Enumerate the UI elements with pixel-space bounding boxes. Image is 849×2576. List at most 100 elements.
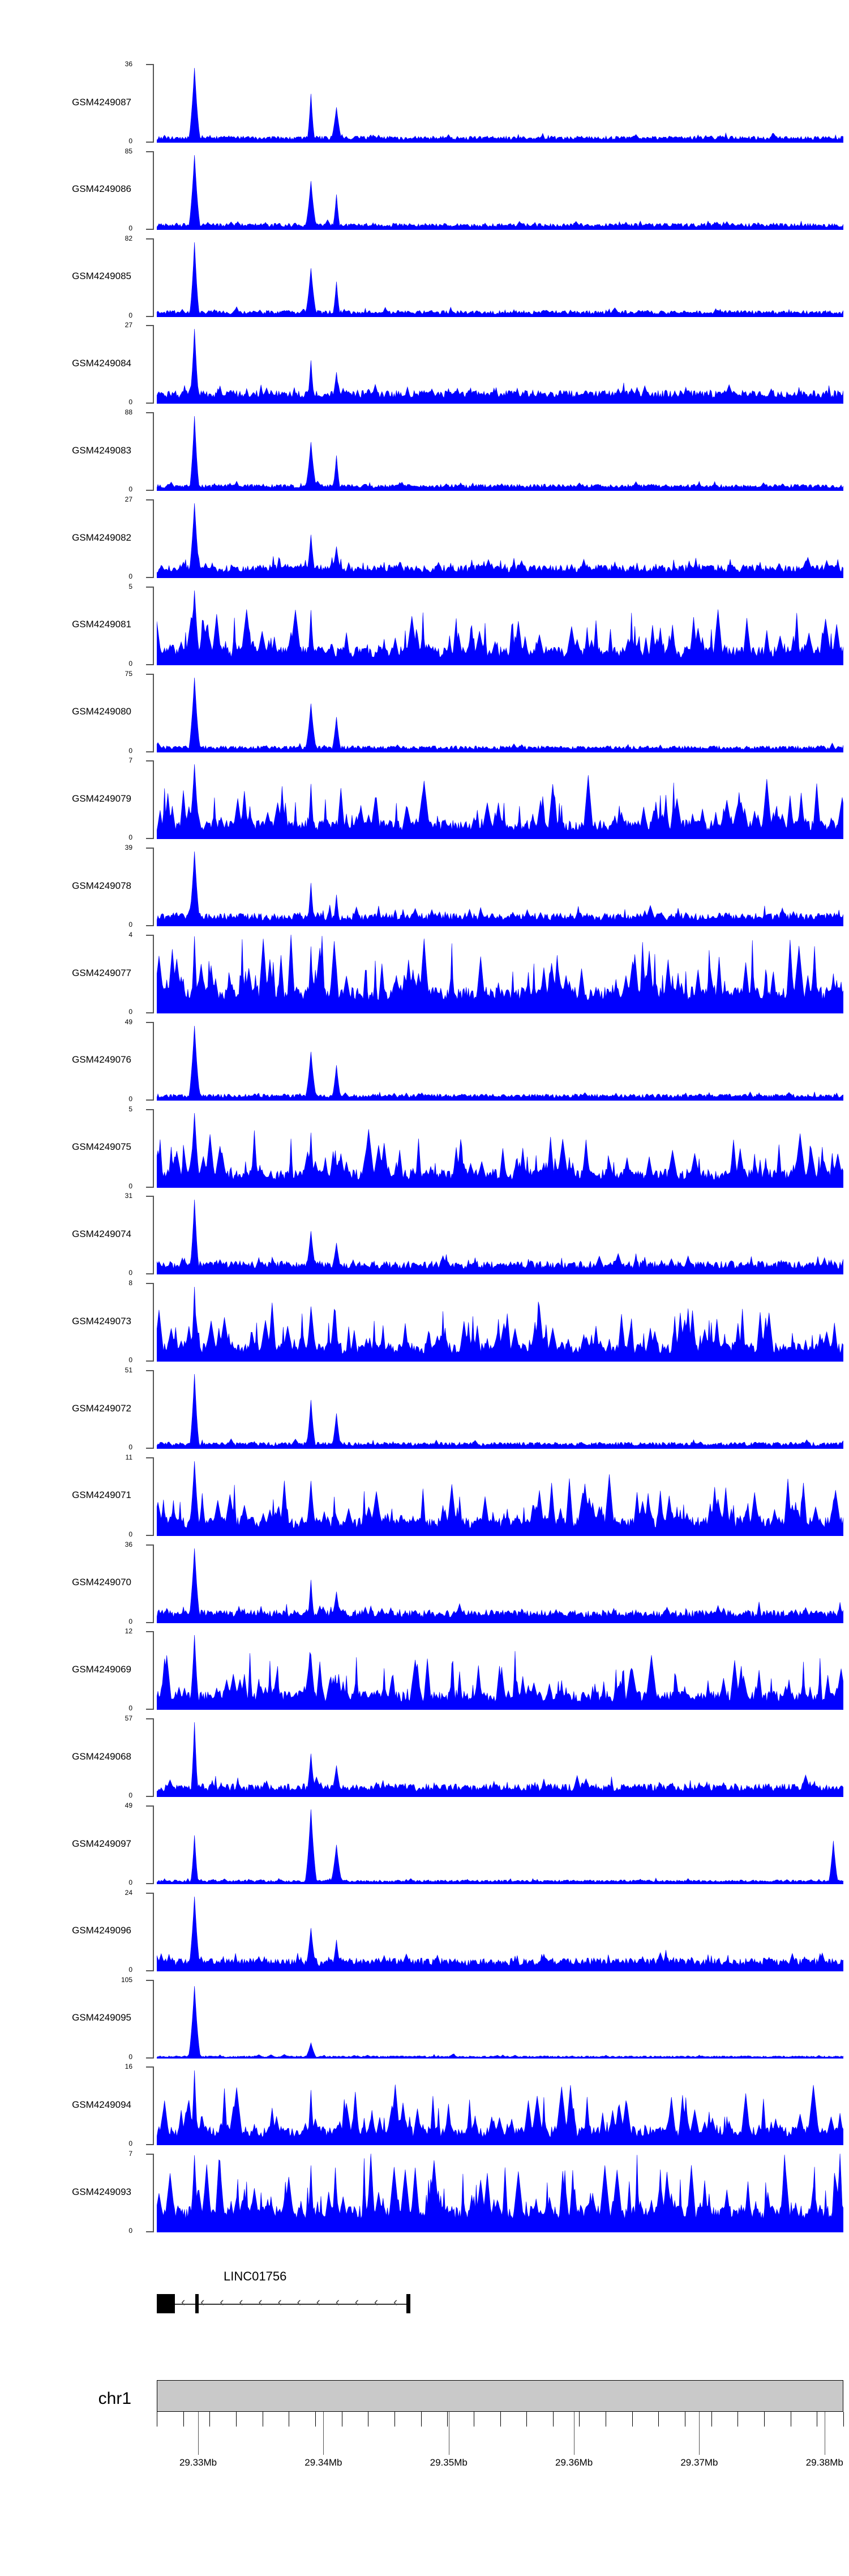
coverage-track[interactable]: GSM4249093 7 0 [0, 2150, 849, 2234]
y-axis: 16 0 [125, 2063, 156, 2147]
coverage-plot-area[interactable] [157, 499, 843, 578]
axis-minor-tick [500, 2412, 501, 2427]
y-axis-max-label: 39 [125, 844, 132, 852]
coverage-track[interactable]: GSM4249085 82 0 [0, 235, 849, 319]
coverage-plot-area[interactable] [157, 1283, 843, 1362]
coverage-plot-area[interactable] [157, 412, 843, 491]
coverage-area [157, 851, 843, 927]
y-axis-max-label: 36 [125, 1540, 132, 1548]
coverage-track[interactable]: GSM4249083 88 0 [0, 408, 849, 494]
coverage-plot-area[interactable] [157, 760, 843, 840]
coverage-track[interactable]: GSM4249068 57 0 [0, 1715, 849, 1799]
coverage-area [157, 242, 843, 317]
coverage-plot-area[interactable] [157, 587, 843, 665]
y-axis-line [153, 2066, 154, 2146]
coverage-plot-area[interactable] [157, 1370, 843, 1449]
coverage-plot-area[interactable] [157, 2154, 843, 2233]
y-axis-tick-min [146, 1621, 153, 1623]
y-axis-tick-max [146, 586, 153, 588]
y-axis-tick-max [146, 1196, 153, 1197]
coverage-track[interactable]: GSM4249084 27 0 [0, 322, 849, 405]
y-axis-tick-min [146, 1012, 153, 1013]
axis-position-label: 29.33Mb [179, 2457, 217, 2468]
coverage-plot-area[interactable] [157, 935, 843, 1013]
coverage-plot-area[interactable] [157, 1980, 843, 2059]
coverage-track[interactable]: GSM4249079 7 0 [0, 757, 849, 842]
coverage-track[interactable]: GSM4249080 75 0 [0, 670, 849, 754]
coverage-plot-area[interactable] [157, 1893, 843, 1971]
axis-minor-tick [737, 2412, 739, 2427]
exon-block[interactable] [406, 2294, 410, 2313]
coverage-track[interactable]: GSM4249097 49 0 [0, 1802, 849, 1886]
y-axis-min-label: 0 [128, 1704, 132, 1713]
axis-minor-tick [526, 2412, 528, 2427]
axis-minor-tick [552, 2412, 554, 2427]
coverage-track[interactable]: GSM4249075 5 0 [0, 1106, 849, 1190]
y-axis-tick-min [146, 228, 153, 230]
y-axis-max-label: 11 [125, 1453, 132, 1461]
coverage-track[interactable]: GSM4249069 12 0 [0, 1628, 849, 1713]
chromosome-axis-track: chr1 29.33Mb 29.34Mb 29.35Mb 29.36Mb 29.37Mb 2… [0, 2372, 849, 2576]
y-axis-min-label: 0 [128, 833, 132, 842]
y-axis: 39 0 [125, 844, 156, 928]
axis-minor-tick [579, 2412, 580, 2427]
coverage-plot-area[interactable] [157, 1457, 843, 1536]
coverage-track[interactable]: GSM4249086 85 0 [0, 148, 849, 232]
coverage-plot-area[interactable] [157, 2066, 843, 2146]
y-axis-min-label: 0 [128, 1269, 132, 1277]
axis-minor-tick [843, 2412, 844, 2427]
coverage-track[interactable]: GSM4249087 36 0 [0, 61, 849, 144]
coverage-area [157, 1722, 843, 1798]
track-label-gsm4249077: GSM4249077 [72, 967, 131, 978]
y-axis-tick-min [146, 1273, 153, 1275]
coverage-track[interactable]: GSM4249072 51 0 [0, 1367, 849, 1450]
y-axis-min-label: 0 [128, 1182, 132, 1190]
coverage-plot-area[interactable] [157, 151, 843, 230]
coverage-plot-area[interactable] [157, 1718, 843, 1798]
track-label-gsm4249075: GSM4249075 [72, 1141, 131, 1153]
coverage-track[interactable]: GSM4249094 16 0 [0, 2063, 849, 2147]
axis-position-label: 29.37Mb [680, 2457, 718, 2468]
coverage-track[interactable]: GSM4249081 5 0 [0, 583, 849, 667]
axis-minor-tick [235, 2412, 237, 2427]
coverage-track[interactable]: GSM4249078 39 0 [0, 844, 849, 928]
coverage-track[interactable]: GSM4249082 27 0 [0, 496, 849, 580]
coverage-track[interactable]: GSM4249070 36 0 [0, 1540, 849, 1625]
track-label-gsm4249079: GSM4249079 [72, 793, 131, 804]
coverage-track[interactable]: GSM4249095 105 0 [0, 1976, 849, 2060]
exon-block[interactable] [157, 2294, 175, 2313]
coverage-plot-area[interactable] [157, 1022, 843, 1101]
coverage-track[interactable]: GSM4249071 11 0 [0, 1453, 849, 1538]
coverage-track[interactable]: GSM4249076 49 0 [0, 1019, 849, 1102]
y-axis-line [153, 1631, 154, 1710]
track-label-gsm4249074: GSM4249074 [72, 1228, 131, 1239]
coverage-plot-area[interactable] [157, 1631, 843, 1710]
y-axis: 105 0 [121, 1976, 156, 2060]
strand-arrow-icon: ‹ [277, 2295, 282, 2309]
coverage-plot-area[interactable] [157, 1109, 843, 1188]
y-axis-min-label: 0 [128, 485, 132, 494]
coverage-plot-area[interactable] [157, 1196, 843, 1275]
coverage-track[interactable]: GSM4249096 24 0 [0, 1889, 849, 1973]
track-label-gsm4249081: GSM4249081 [72, 619, 131, 630]
coverage-plot-area[interactable] [157, 674, 843, 752]
coverage-plot-area[interactable] [157, 1805, 843, 1884]
chromosome-ideogram-bar[interactable] [157, 2380, 843, 2412]
coverage-plot-area[interactable] [157, 64, 843, 143]
exon-block[interactable] [195, 2294, 199, 2313]
coverage-track[interactable]: GSM4249074 31 0 [0, 1192, 849, 1277]
y-axis-max-label: 88 [125, 408, 132, 417]
coverage-track[interactable]: GSM4249077 4 0 [0, 931, 849, 1015]
coverage-plot-area[interactable] [157, 325, 843, 404]
axis-minor-tick [711, 2412, 712, 2427]
coverage-plot-area[interactable] [157, 1544, 843, 1623]
coverage-plot-area[interactable] [157, 238, 843, 317]
coverage-plot-area[interactable] [157, 848, 843, 927]
y-axis-min-label: 0 [128, 921, 132, 929]
coverage-track[interactable]: GSM4249073 8 0 [0, 1280, 849, 1363]
y-axis-min-label: 0 [128, 2052, 132, 2061]
axis-major-tick [323, 2412, 324, 2455]
y-axis-min-label: 0 [128, 659, 132, 667]
